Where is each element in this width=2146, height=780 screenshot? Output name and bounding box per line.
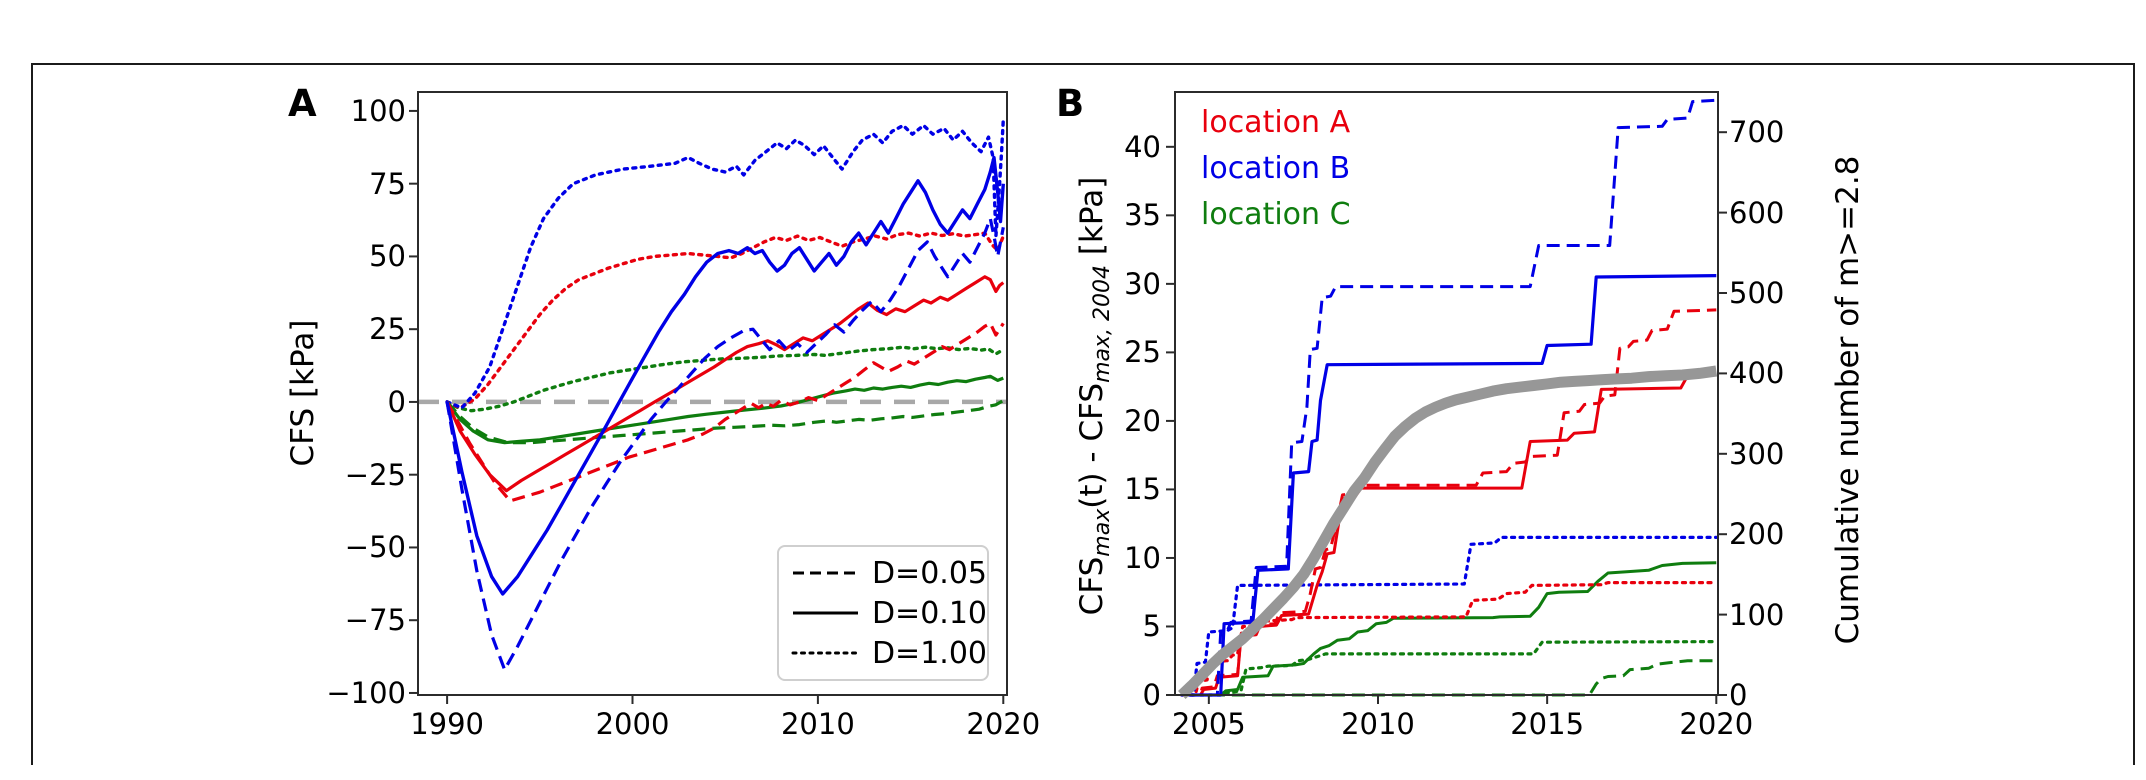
panel-b-ytick-left: 0 <box>1142 678 1161 712</box>
series-b-location-a-d-1-00 <box>1180 581 1718 697</box>
series-b-location-a-d-0-10 <box>1185 372 1717 697</box>
panel-a-ytick: 100 <box>350 93 406 128</box>
series-b-location-b-d-1-00 <box>1180 535 1718 697</box>
figure-frame <box>31 63 2135 765</box>
legend-line-sample-dashed <box>793 571 858 575</box>
series-b-location-a-d-0-05 <box>1185 308 1717 697</box>
panel-b-right-ylabel: Cumulative number of m>=2.8 <box>1830 155 1866 645</box>
panel-b-xtick: 2010 <box>1341 707 1415 741</box>
panel-b-ytick-right: 200 <box>1729 517 1785 552</box>
panel-a-xtick: 2020 <box>966 707 1041 741</box>
panel-b-letter: B <box>1056 82 1085 125</box>
series-a-location-b-d-0-10 <box>445 155 1005 596</box>
legend-item-location-a: location A <box>1201 105 1351 140</box>
panel-b-ytick-right: 100 <box>1729 597 1785 632</box>
panel-b-ytick-left: 10 <box>1124 540 1161 575</box>
legend-label: D=1.00 <box>871 635 987 671</box>
series-b-cumulative-number-of-m-2-8 <box>1178 365 1718 699</box>
legend-line-sample-dotted <box>791 651 858 655</box>
chart-canvas <box>409 91 1727 704</box>
legend-item-d-0-05: D=0.05 <box>791 556 987 591</box>
series-b-location-c-d-0-10 <box>1191 561 1717 697</box>
panel-b-ytick-right: 400 <box>1729 356 1785 391</box>
panel-b-ytick-right: 0 <box>1729 678 1748 712</box>
panel-b-xtick: 2020 <box>1679 707 1754 741</box>
panel-b-xtick: 2015 <box>1510 707 1585 741</box>
series-b-location-c-d-0-05 <box>1191 659 1717 697</box>
panel-b-ytick-left: 40 <box>1124 129 1161 164</box>
legend-item-d-1-00: D=1.00 <box>791 636 987 671</box>
panel-b-xtick: 2005 <box>1171 707 1246 741</box>
panel-a-legend: D=0.05 D=0.10 D=1.00 <box>777 545 989 681</box>
panel-b-ytick-left: 15 <box>1124 472 1161 507</box>
panel-b-ytick-left: 25 <box>1124 335 1161 370</box>
panel-a-xtick: 2000 <box>595 707 670 741</box>
panel-a-ytick: 25 <box>369 312 406 347</box>
series-a-location-a-d-0-05 <box>445 321 1005 503</box>
panel-a-ytick: −25 <box>344 457 406 492</box>
panel-b-ytick-left: 20 <box>1124 403 1161 438</box>
series-a-location-a-d-0-10 <box>445 275 1005 493</box>
series-a-location-c-d-0-10 <box>445 374 1004 445</box>
legend-item-location-b: location B <box>1201 151 1351 186</box>
panel-a-ytick: 75 <box>369 166 406 201</box>
legend-item-location-c: location C <box>1201 197 1351 232</box>
panel-a-letter: A <box>288 82 317 125</box>
panel-b-ytick-left: 5 <box>1142 609 1161 644</box>
legend-item-d-0-10: D=0.10 <box>791 596 987 631</box>
panel-b-ytick-right: 300 <box>1729 436 1785 471</box>
series-a-location-b-d-0-05 <box>445 217 1005 672</box>
panel-b-ytick-right: 500 <box>1729 276 1785 310</box>
panel-b-ytick-right: 600 <box>1729 195 1785 230</box>
figure-page: { "figure": { "panelA_letter": "A", "pan… <box>31 63 2135 765</box>
panel-b-ytick-left: 35 <box>1124 198 1161 233</box>
panel-b-axes-box <box>1174 91 1719 696</box>
panel-a-ytick: −75 <box>344 603 406 638</box>
series-b-location-b-d-0-10 <box>1188 274 1717 697</box>
legend-label: D=0.10 <box>871 595 987 631</box>
panel-a-xtick: 2010 <box>780 707 855 741</box>
panel-a-ytick: 0 <box>387 384 406 419</box>
panel-a-axes-box <box>417 91 1008 696</box>
series-a-location-b-d-1-00 <box>445 117 1005 410</box>
panel-b-ytick-left: 30 <box>1124 266 1161 301</box>
legend-line-sample-solid <box>793 611 858 615</box>
panel-a-xtick: 1990 <box>410 707 484 741</box>
series-a-location-c-d-0-05 <box>445 399 1005 445</box>
legend-label: D=0.05 <box>871 555 987 591</box>
panel-b-ytick-right: 700 <box>1729 115 1785 150</box>
panel-a-ytick: 50 <box>369 239 406 274</box>
series-a-location-a-d-1-00 <box>445 231 1005 410</box>
panel-a-ytick: −50 <box>344 530 406 565</box>
panel-a-ytick: −100 <box>326 675 406 710</box>
